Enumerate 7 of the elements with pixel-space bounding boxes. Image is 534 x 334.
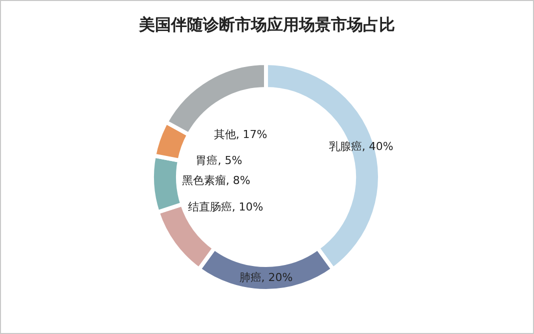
slice-label: 乳腺癌, 40% [328,140,394,154]
slice-label: 结直肠癌, 10% [188,200,264,214]
slice-label: 其他, 17% [214,128,268,141]
slice-label: 黑色素瘤, 8% [182,174,250,188]
slice-label: 肺癌, 20% [239,271,293,284]
chart-title: 美国伴随诊断市场应用场景市场占比 [138,15,395,34]
slice-label: 胃癌, 5% [196,154,242,168]
